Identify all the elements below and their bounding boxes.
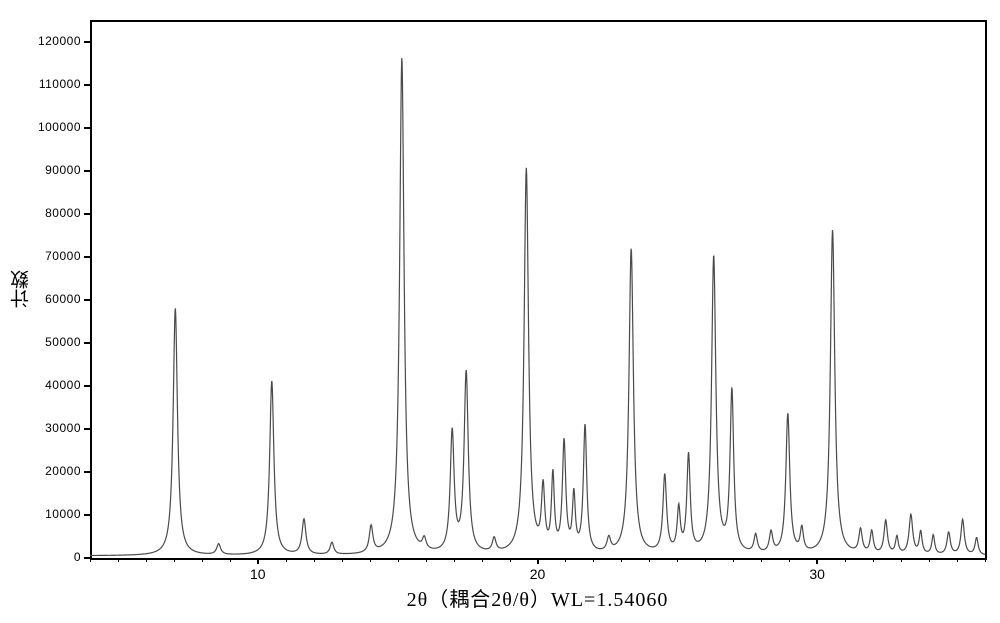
spectrum-path	[90, 58, 985, 555]
xrd-spectrum-line	[0, 0, 1000, 623]
